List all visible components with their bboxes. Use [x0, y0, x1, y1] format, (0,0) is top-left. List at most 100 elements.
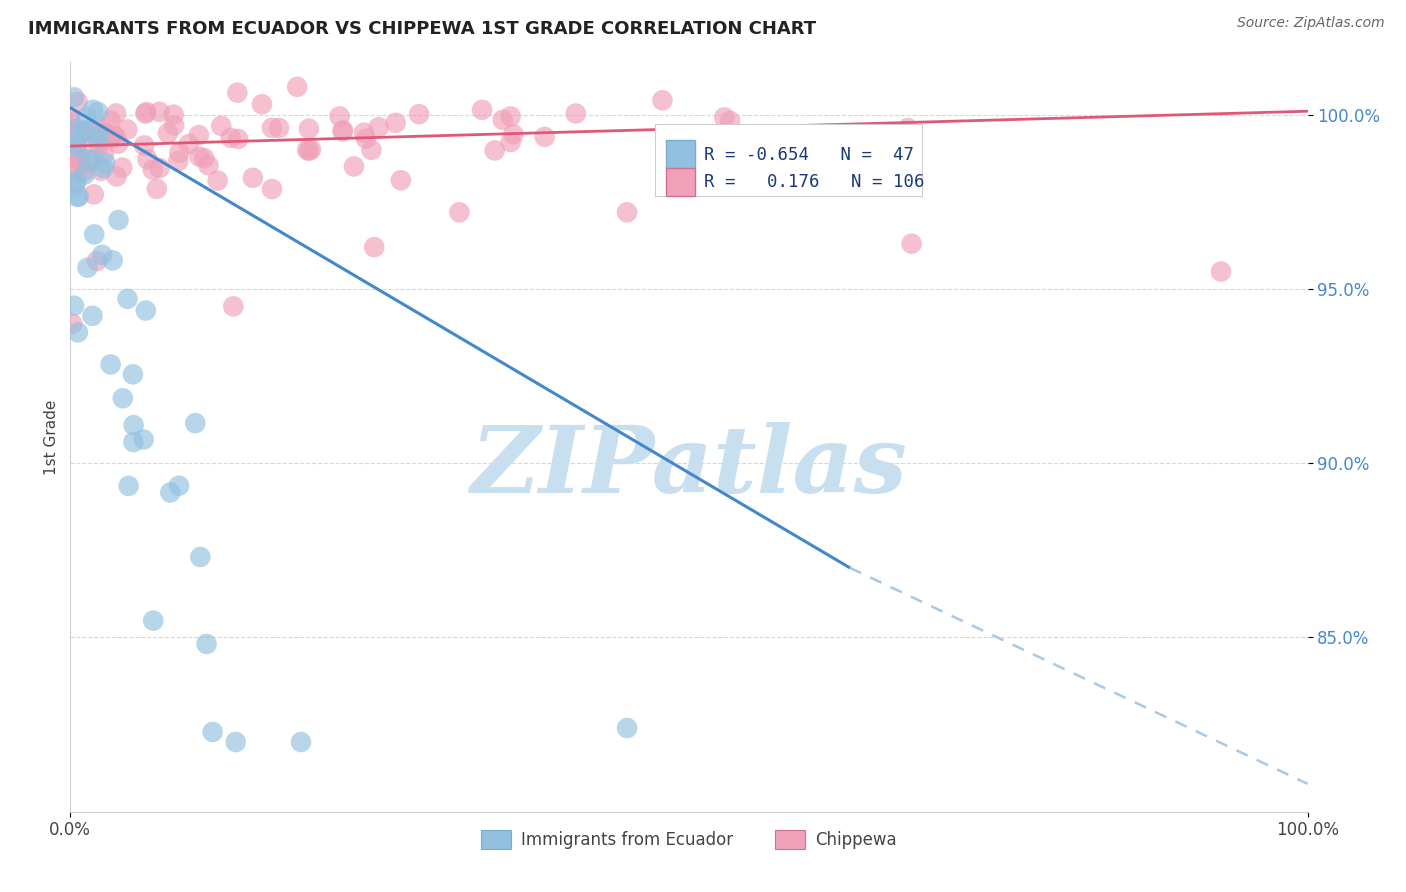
Point — [59, 157, 82, 171]
Point — [100, 358, 122, 372]
Point — [87, 131, 110, 145]
Point — [449, 205, 471, 219]
Point — [117, 479, 139, 493]
Point — [82, 309, 104, 323]
Point — [564, 106, 586, 120]
Point — [367, 120, 389, 135]
Point — [159, 485, 181, 500]
Point — [167, 154, 190, 169]
Point — [343, 160, 366, 174]
Point — [142, 614, 165, 628]
Point — [69, 128, 91, 142]
Point — [484, 144, 506, 158]
Point — [332, 123, 354, 137]
Point — [63, 90, 86, 104]
Point — [69, 152, 91, 166]
Point — [360, 143, 382, 157]
Point — [65, 139, 87, 153]
Point — [107, 213, 129, 227]
Point — [100, 131, 122, 145]
Point — [67, 189, 90, 203]
Point — [66, 326, 89, 340]
Point — [91, 126, 114, 140]
Point — [83, 153, 105, 167]
Point — [83, 187, 105, 202]
Point — [101, 128, 124, 142]
Point — [60, 317, 83, 331]
Point — [66, 164, 89, 178]
Point — [87, 136, 110, 150]
Point — [94, 155, 117, 169]
Point — [63, 176, 86, 190]
Point — [93, 161, 115, 175]
Point — [73, 164, 96, 178]
Point — [499, 110, 522, 124]
Point — [260, 182, 283, 196]
Point — [136, 153, 159, 167]
Point — [389, 173, 412, 187]
Point — [354, 131, 377, 145]
Point — [1209, 264, 1232, 278]
Point — [122, 368, 145, 382]
Point — [82, 103, 104, 117]
Point — [187, 128, 209, 142]
Point — [117, 292, 139, 306]
Point — [298, 121, 321, 136]
Point — [101, 253, 124, 268]
Point — [63, 299, 86, 313]
Point — [63, 126, 86, 140]
Point — [900, 236, 922, 251]
Point — [77, 153, 100, 167]
Point — [134, 138, 156, 153]
Point — [59, 139, 82, 153]
Point — [188, 549, 211, 564]
Point — [193, 151, 215, 165]
Point — [59, 151, 82, 165]
Point — [72, 124, 94, 138]
Point — [226, 132, 249, 146]
Point — [100, 130, 122, 145]
Text: IMMIGRANTS FROM ECUADOR VS CHIPPEWA 1ST GRADE CORRELATION CHART: IMMIGRANTS FROM ECUADOR VS CHIPPEWA 1ST … — [28, 20, 817, 37]
Y-axis label: 1st Grade: 1st Grade — [44, 400, 59, 475]
Point — [353, 126, 375, 140]
Point — [122, 435, 145, 450]
Point — [169, 145, 191, 160]
Text: ZIPatlas: ZIPatlas — [471, 422, 907, 512]
Point — [63, 178, 86, 193]
Point — [363, 240, 385, 254]
Point — [91, 128, 114, 142]
Point — [267, 120, 290, 135]
Point — [79, 156, 101, 170]
Point — [177, 136, 200, 151]
Point — [329, 110, 352, 124]
Point — [260, 120, 283, 135]
Point — [499, 135, 522, 149]
Point — [66, 138, 89, 153]
Point — [201, 725, 224, 739]
Point — [197, 158, 219, 172]
Point — [105, 169, 128, 184]
Point — [107, 136, 129, 151]
Text: Source: ZipAtlas.com: Source: ZipAtlas.com — [1237, 16, 1385, 30]
Point — [225, 735, 247, 749]
Point — [76, 260, 98, 275]
Point — [219, 130, 242, 145]
Point — [63, 121, 86, 136]
Point — [90, 163, 112, 178]
Point — [66, 136, 89, 150]
Point — [60, 134, 83, 148]
Point — [75, 167, 97, 181]
Point — [105, 106, 128, 120]
Point — [59, 113, 82, 128]
Point — [91, 248, 114, 262]
Point — [250, 97, 273, 112]
Point — [65, 146, 87, 161]
Point — [502, 128, 524, 142]
Point — [222, 299, 245, 313]
Point — [67, 133, 90, 147]
Point — [135, 105, 157, 120]
Point — [111, 161, 134, 175]
Point — [616, 205, 638, 219]
Point — [167, 479, 190, 493]
Point — [59, 114, 82, 128]
